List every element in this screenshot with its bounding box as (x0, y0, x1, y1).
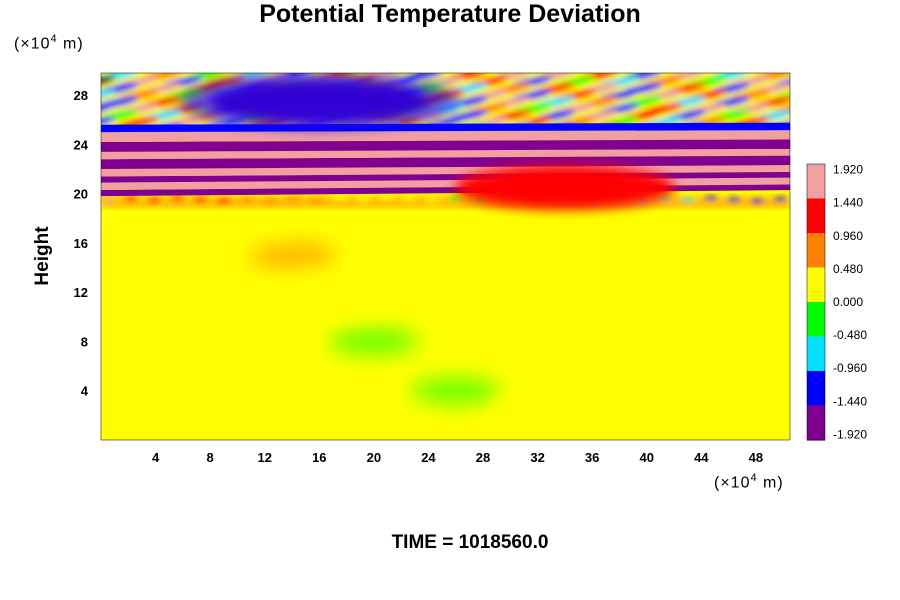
colorbar-swatch (807, 233, 825, 241)
colorbar-swatch (807, 212, 825, 220)
x-tick-label: 24 (421, 450, 436, 465)
colorbar-swatch (807, 164, 825, 172)
colorbar-swatch (807, 274, 825, 282)
colorbar-swatch (807, 377, 825, 386)
feature-blob (454, 165, 675, 210)
colorbar-swatch (807, 205, 825, 213)
colorbar-tick-label: 1.440 (833, 196, 863, 210)
feature-halo (179, 73, 460, 130)
colorbar-swatch (807, 426, 825, 434)
colorbar-swatch (807, 260, 825, 269)
x-tick-label: 12 (257, 450, 271, 465)
colorbar-swatch (807, 419, 825, 427)
colorbar-frame (806, 163, 826, 441)
colorbar-tick-label: 0.000 (833, 295, 863, 309)
colorbar-swatch (807, 219, 825, 227)
x-tick-label: 28 (476, 450, 490, 465)
x-tick-label: 40 (640, 450, 654, 465)
colorbar-swatch (807, 405, 825, 413)
colorbar-swatch (807, 239, 825, 248)
colorbar-swatch (807, 198, 825, 206)
chart-title: Potential Temperature Deviation (259, 0, 641, 28)
x-tick-label: 32 (530, 450, 544, 465)
colorbar-swatch (807, 371, 825, 379)
x-tick-label: 16 (312, 450, 326, 465)
transition-zone (101, 194, 790, 209)
colorbar-swatch (807, 191, 825, 200)
colorbar-tick-label: -0.480 (833, 328, 867, 342)
field-texture (101, 216, 790, 430)
temperature-band (101, 164, 790, 177)
colorbar-swatch (807, 281, 825, 289)
colorbar-swatch (807, 184, 825, 193)
temperature-band (101, 129, 790, 142)
colorbar-swatch (807, 391, 825, 400)
colorbar-swatch (807, 302, 825, 310)
x-axis-unit: (×104 m) (714, 472, 784, 492)
x-tick-label: 36 (585, 450, 599, 465)
colorbar-swatch (807, 246, 825, 255)
colorbar-swatch (807, 288, 825, 296)
colorbar-swatch (807, 384, 825, 393)
x-tick-label: 8 (207, 450, 214, 465)
colorbar-swatch (807, 177, 825, 186)
colorbar-tick-label: -0.960 (833, 361, 867, 375)
colorbar-swatch (807, 253, 825, 262)
features (179, 73, 675, 210)
y-tick-label: 20 (74, 187, 88, 202)
y-axis-unit: (×104 m) (14, 33, 84, 53)
colorbar-swatch (807, 226, 825, 234)
y-tick-label: 24 (74, 137, 89, 152)
colorbar-swatch (807, 322, 825, 331)
plot-frame (100, 72, 791, 441)
colorbar-swatch (807, 315, 825, 324)
x-tick-label: 4 (152, 450, 160, 465)
colorbar-swatch (807, 343, 825, 351)
x-tick-label: 48 (749, 450, 763, 465)
x-tick-label: 44 (694, 450, 709, 465)
y-tick-label: 16 (74, 236, 88, 251)
colorbar-swatch (807, 308, 825, 317)
colorbar-tick-label: -1.920 (833, 427, 867, 441)
colorbar-swatch (807, 295, 825, 303)
y-tick-label: 4 (81, 384, 89, 399)
plot-area (101, 73, 790, 440)
colorbar-swatch (807, 336, 825, 344)
colorbar: 1.920 1.440 0.960 0.480 0.000 -0.480 -0.960 -1.… (806, 163, 867, 441)
temperature-band (101, 138, 790, 152)
colorbar-tick-label: 1.920 (833, 163, 863, 177)
colorbar-tick-label: 0.480 (833, 262, 863, 276)
colorbar-swatch (807, 364, 825, 372)
time-footer: TIME = 1018560.0 (391, 532, 549, 553)
y-tick-label: 12 (74, 285, 88, 300)
colorbar-swatch (807, 398, 825, 407)
colorbar-swatch (807, 412, 825, 420)
temperature-band (101, 155, 790, 170)
colorbar-swatch (807, 170, 825, 179)
y-tick-label: 8 (81, 334, 88, 349)
colorbar-tick-label: -1.440 (833, 394, 867, 408)
stratified-bands (101, 122, 790, 197)
y-tick-label: 28 (74, 88, 88, 103)
colorbar-swatch (807, 433, 825, 441)
colorbar-swatch (807, 357, 825, 365)
colorbar-swatch (807, 329, 825, 338)
x-tick-label: 20 (367, 450, 381, 465)
colorbar-swatch (807, 350, 825, 358)
colorbar-swatch (807, 267, 825, 275)
colorbar-tick-label: 0.960 (833, 229, 863, 243)
